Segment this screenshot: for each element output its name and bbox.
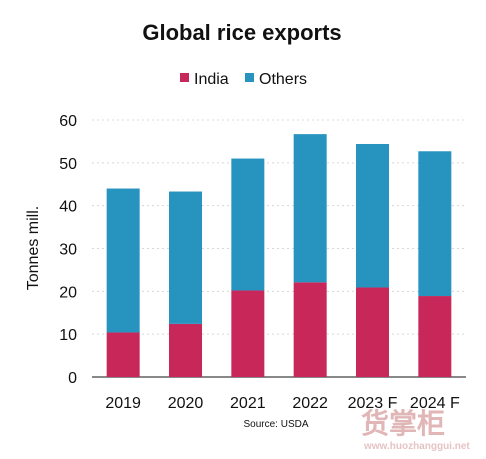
x-tick-label: 2022 <box>292 395 328 412</box>
x-tick-label: 2021 <box>230 395 266 412</box>
watermark: 货掌柜 www.huozhanggui.net <box>361 407 470 452</box>
y-axis: 0 10 20 30 40 50 60 <box>59 113 77 387</box>
legend-others-label: Others <box>259 71 307 88</box>
y-axis-label: Tonnes mill. <box>25 206 42 290</box>
bar-others-2024-f <box>418 151 452 297</box>
source-note: Source: USDA <box>243 419 308 430</box>
bar-india-2024-f <box>418 296 452 377</box>
x-tick-label: 2023 F <box>348 395 398 412</box>
gridlines <box>92 119 466 378</box>
bar-india-2021 <box>231 290 265 377</box>
bar-others-2021 <box>231 158 265 291</box>
y-tick-label: 20 <box>59 284 77 301</box>
bar-india-2022 <box>293 282 327 377</box>
bar-india-2020 <box>169 323 202 377</box>
y-tick-label: 40 <box>59 199 77 216</box>
bar-others-2022 <box>293 134 327 283</box>
legend-india-label: India <box>194 71 229 88</box>
bar-india-2019 <box>106 332 140 377</box>
x-tick-label: 2024 F <box>410 395 460 412</box>
legend-india-swatch <box>180 73 189 82</box>
y-tick-label: 50 <box>59 156 77 173</box>
y-tick-label: 10 <box>59 327 77 344</box>
watermark-text: 货掌柜 <box>361 407 445 439</box>
bar-others-2020 <box>169 191 202 324</box>
x-axis: 2019 2020 2021 2022 2023 F 2024 F <box>105 395 460 412</box>
y-tick-label: 0 <box>68 370 77 387</box>
bar-others-2023-f <box>356 143 389 288</box>
y-tick-label: 60 <box>59 113 77 130</box>
legend-others-swatch <box>245 73 254 82</box>
chart-title: Global rice exports <box>142 20 341 45</box>
chart-legend: India Others <box>180 71 307 88</box>
bars <box>106 134 452 377</box>
x-tick-label: 2019 <box>105 395 141 412</box>
watermark-url: www.huozhanggui.net <box>363 441 470 452</box>
x-tick-label: 2020 <box>168 395 204 412</box>
bar-others-2019 <box>106 188 140 333</box>
y-tick-label: 30 <box>59 242 77 259</box>
bar-india-2023-f <box>356 287 389 377</box>
